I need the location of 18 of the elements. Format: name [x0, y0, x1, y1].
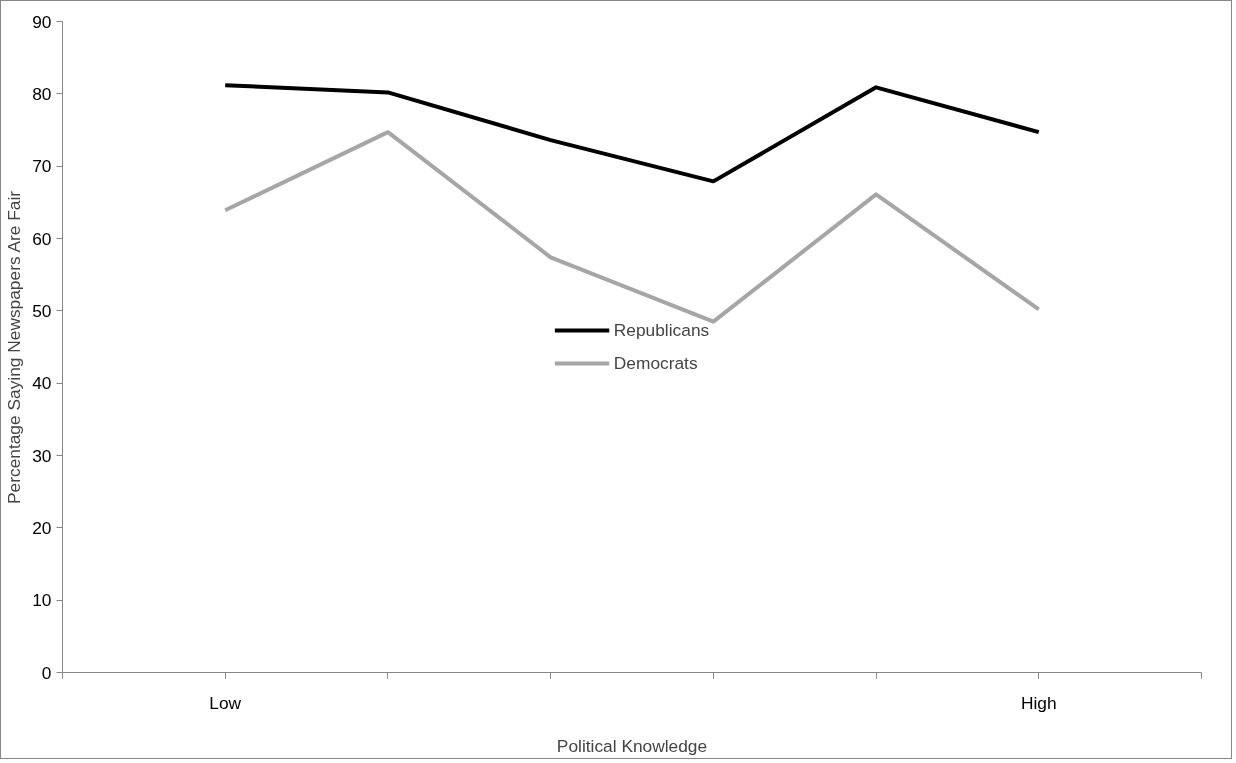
legend-label: Republicans [613, 319, 710, 341]
legend-label: Democrats [613, 352, 698, 374]
y-tick-label: 30 [32, 445, 52, 466]
y-axis-title: Percentage Saying Newspapers Are Fair [4, 190, 25, 504]
y-tick-label: 20 [32, 517, 52, 538]
y-tick-label: 10 [32, 590, 52, 611]
x-axis-title: Political Knowledge [556, 735, 708, 756]
line-series [223, 130, 1041, 324]
line-series [223, 83, 1041, 184]
y-tick-label: 50 [32, 300, 52, 321]
y-tick-label: 70 [32, 156, 52, 177]
x-tick-label: Low [209, 692, 242, 713]
x-tick-label: High [1020, 692, 1057, 713]
y-tick-label: 0 [41, 662, 52, 683]
y-tick-label: 40 [32, 373, 52, 394]
y-tick-label: 80 [32, 83, 52, 104]
y-tick-label: 60 [32, 228, 52, 249]
y-tick-label: 90 [32, 11, 52, 32]
